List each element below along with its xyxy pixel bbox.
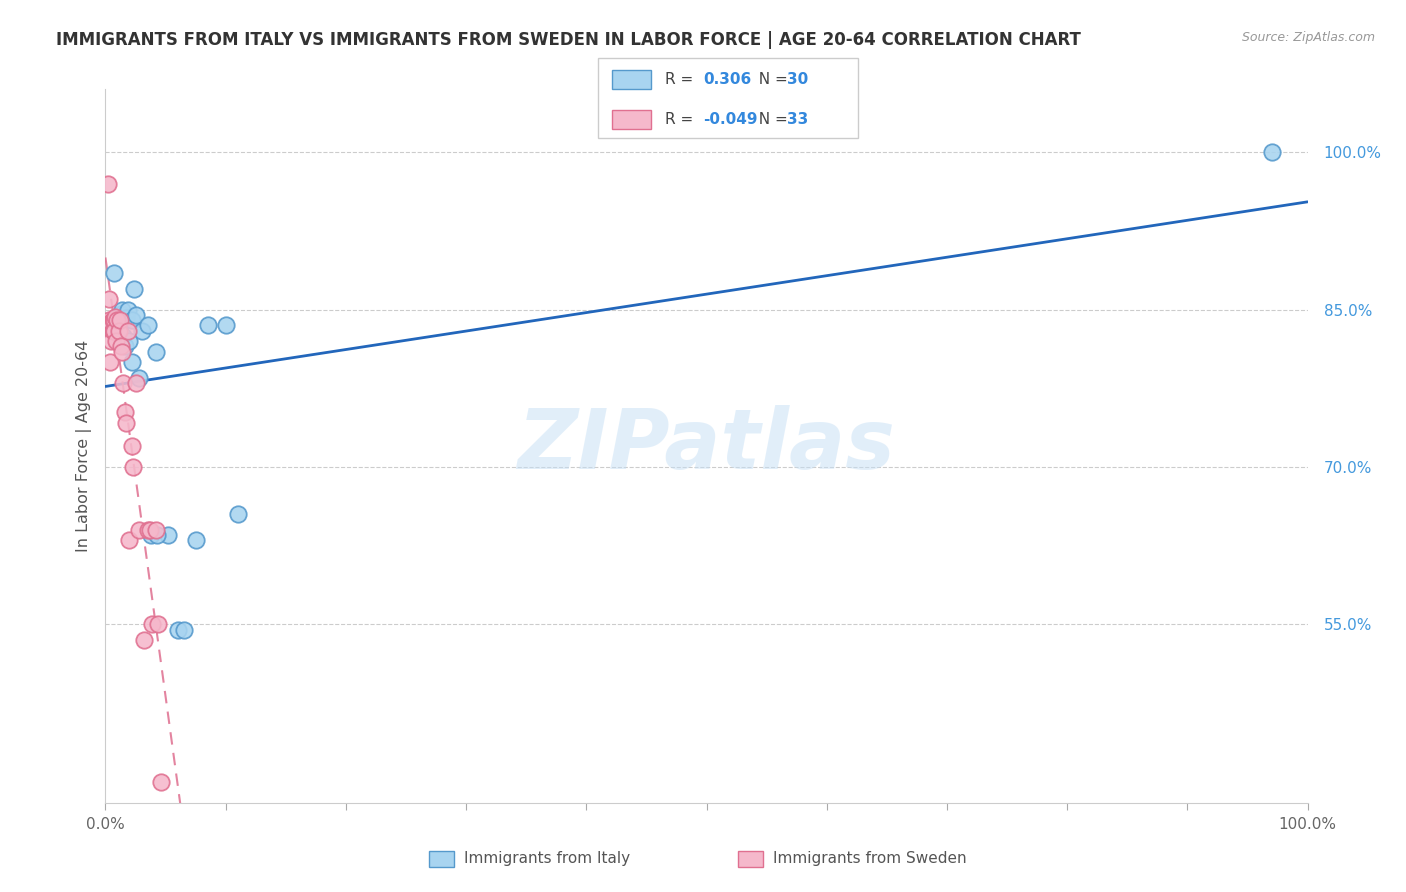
Text: 30: 30: [787, 72, 808, 87]
Point: [105, 313, 128, 327]
Point: [105, 334, 128, 348]
Point: [114, 339, 136, 353]
Point: [132, 633, 155, 648]
Point: [117, 324, 139, 338]
Point: [156, 528, 179, 542]
Point: [145, 344, 167, 359]
Point: [139, 528, 162, 542]
Point: [112, 376, 135, 390]
Point: [121, 313, 143, 327]
Point: [111, 302, 134, 317]
Point: [146, 528, 169, 542]
Point: [124, 282, 146, 296]
Point: [226, 507, 249, 521]
Point: [103, 324, 125, 338]
Point: [103, 266, 125, 280]
Point: [115, 416, 138, 430]
Text: ZIPatlas: ZIPatlas: [517, 406, 896, 486]
Text: Immigrants from Italy: Immigrants from Italy: [464, 852, 630, 866]
Point: [136, 523, 159, 537]
Point: [121, 439, 143, 453]
Point: [100, 315, 122, 329]
Y-axis label: In Labor Force | Age 20-64: In Labor Force | Age 20-64: [76, 340, 91, 552]
Point: [128, 523, 150, 537]
Point: [124, 308, 146, 322]
Point: [115, 310, 138, 325]
Point: [128, 371, 150, 385]
Point: [145, 523, 167, 537]
Point: [110, 339, 132, 353]
Point: [122, 460, 145, 475]
Text: R =: R =: [665, 112, 699, 127]
Text: -0.049: -0.049: [703, 112, 758, 127]
Text: 0.306: 0.306: [703, 72, 751, 87]
Point: [101, 324, 124, 338]
Point: [117, 302, 139, 317]
Point: [136, 318, 159, 333]
Text: R =: R =: [665, 72, 703, 87]
Point: [100, 334, 122, 348]
Point: [98, 318, 121, 333]
Point: [103, 313, 125, 327]
Point: [148, 617, 170, 632]
Point: [107, 324, 129, 338]
Text: N =: N =: [749, 72, 793, 87]
Point: [111, 344, 134, 359]
Point: [197, 318, 219, 333]
Point: [110, 307, 132, 321]
Point: [114, 405, 136, 419]
Point: [141, 617, 163, 632]
Point: [107, 310, 129, 324]
Point: [139, 523, 162, 537]
Text: IMMIGRANTS FROM ITALY VS IMMIGRANTS FROM SWEDEN IN LABOR FORCE | AGE 20-64 CORRE: IMMIGRANTS FROM ITALY VS IMMIGRANTS FROM…: [56, 31, 1081, 49]
Text: Source: ZipAtlas.com: Source: ZipAtlas.com: [1241, 31, 1375, 45]
Point: [149, 774, 172, 789]
Point: [121, 355, 143, 369]
Point: [131, 324, 153, 338]
Point: [214, 318, 236, 333]
Point: [107, 313, 129, 327]
Point: [118, 334, 141, 348]
Text: N =: N =: [749, 112, 793, 127]
Point: [166, 623, 188, 637]
Point: [112, 328, 135, 343]
Point: [124, 376, 146, 390]
Point: [97, 177, 120, 191]
Point: [101, 313, 124, 327]
Point: [104, 310, 127, 324]
Point: [1260, 145, 1282, 160]
Point: [98, 313, 121, 327]
Text: Immigrants from Sweden: Immigrants from Sweden: [773, 852, 967, 866]
Point: [184, 533, 207, 548]
Text: 33: 33: [787, 112, 808, 127]
Point: [118, 533, 141, 548]
Point: [98, 292, 121, 306]
Point: [108, 313, 131, 327]
Point: [98, 355, 121, 369]
Point: [173, 623, 195, 637]
Point: [108, 318, 131, 333]
